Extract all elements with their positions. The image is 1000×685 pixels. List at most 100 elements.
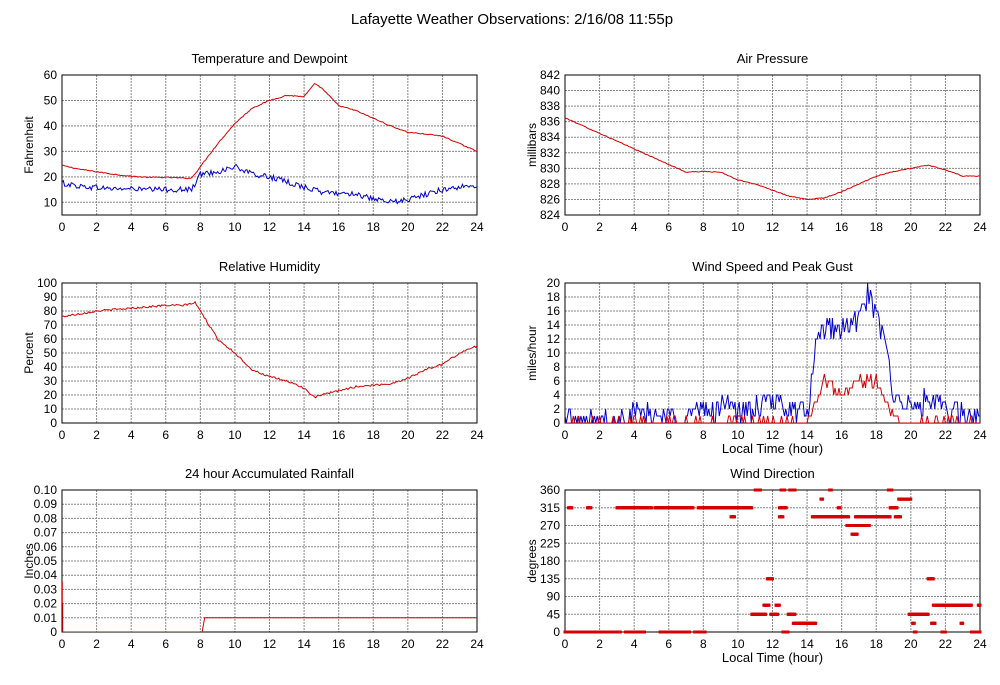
direction-point bbox=[793, 612, 797, 616]
direction-point bbox=[814, 621, 818, 625]
x-tick-label: 2 bbox=[596, 637, 603, 651]
x-tick-label: 24 bbox=[973, 637, 987, 651]
x-tick-label: 18 bbox=[367, 220, 381, 234]
x-tick-label: 4 bbox=[128, 637, 135, 651]
series-line-red bbox=[62, 300, 477, 399]
x-tick-label: 14 bbox=[297, 220, 311, 234]
y-tick-label: 80 bbox=[44, 304, 58, 318]
x-tick-label: 12 bbox=[263, 220, 277, 234]
x-tick-label: 24 bbox=[470, 637, 484, 651]
direction-point bbox=[793, 488, 797, 492]
direction-point bbox=[838, 506, 842, 510]
x-tick-label: 16 bbox=[835, 428, 849, 442]
x-tick-label: 0 bbox=[562, 637, 569, 651]
y-axis-label: miles/hour bbox=[525, 325, 539, 380]
direction-point bbox=[847, 515, 851, 519]
y-tick-label: 0.09 bbox=[34, 497, 58, 511]
chart-title: 24 hour Accumulated Rainfall bbox=[185, 466, 354, 481]
y-tick-label: 826 bbox=[540, 192, 560, 206]
x-tick-label: 12 bbox=[766, 637, 780, 651]
y-tick-label: 0 bbox=[50, 416, 57, 430]
x-tick-label: 8 bbox=[197, 428, 204, 442]
direction-point bbox=[855, 532, 859, 536]
chart-title: Temperature and Dewpoint bbox=[191, 51, 347, 66]
direction-point bbox=[931, 577, 935, 581]
y-tick-label: 50 bbox=[44, 93, 58, 107]
direction-point bbox=[829, 488, 833, 492]
y-tick-label: 40 bbox=[44, 119, 58, 133]
plot-frame bbox=[564, 282, 981, 424]
y-tick-label: 315 bbox=[540, 501, 560, 515]
x-tick-label: 8 bbox=[197, 220, 204, 234]
x-tick-label: 16 bbox=[835, 637, 849, 651]
series-line-red bbox=[62, 581, 477, 632]
y-tick-label: 100 bbox=[37, 276, 57, 290]
y-tick-label: 14 bbox=[547, 318, 561, 332]
x-tick-label: 14 bbox=[800, 428, 814, 442]
y-tick-label: 12 bbox=[547, 332, 561, 346]
direction-point bbox=[688, 630, 691, 634]
direction-point bbox=[781, 515, 785, 519]
x-tick-label: 2 bbox=[596, 428, 603, 442]
y-tick-label: 18 bbox=[547, 290, 561, 304]
y-tick-label: 0.10 bbox=[34, 483, 58, 497]
direction-point bbox=[703, 630, 707, 634]
y-tick-label: 8 bbox=[553, 360, 560, 374]
direction-point bbox=[783, 488, 787, 492]
x-tick-label: 10 bbox=[731, 220, 745, 234]
x-tick-label: 20 bbox=[904, 428, 918, 442]
x-tick-label: 18 bbox=[870, 637, 884, 651]
direction-point bbox=[758, 488, 762, 492]
x-tick-label: 4 bbox=[128, 220, 135, 234]
y-tick-label: 10 bbox=[44, 195, 58, 209]
y-tick-label: 50 bbox=[44, 346, 58, 360]
x-tick-label: 18 bbox=[367, 428, 381, 442]
x-tick-label: 6 bbox=[162, 637, 169, 651]
series-line-blue bbox=[62, 163, 477, 205]
direction-point bbox=[618, 630, 622, 634]
x-tick-label: 4 bbox=[128, 428, 135, 442]
direction-point bbox=[771, 577, 774, 581]
x-tick-label: 12 bbox=[766, 428, 780, 442]
direction-point bbox=[764, 612, 768, 616]
plot-frame bbox=[61, 74, 478, 216]
y-tick-label: 70 bbox=[44, 318, 58, 332]
direction-point bbox=[914, 630, 918, 634]
direction-point bbox=[933, 621, 937, 625]
y-tick-label: 836 bbox=[540, 115, 560, 129]
direction-point bbox=[570, 506, 574, 510]
y-tick-label: 0.01 bbox=[34, 611, 58, 625]
y-axis-label: Percent bbox=[22, 332, 36, 374]
x-tick-label: 16 bbox=[332, 428, 346, 442]
chart-title: Wind Direction bbox=[730, 466, 815, 481]
direction-point bbox=[926, 612, 930, 616]
direction-point bbox=[821, 497, 825, 501]
x-tick-label: 14 bbox=[800, 220, 814, 234]
x-tick-label: 20 bbox=[401, 428, 415, 442]
direction-point bbox=[691, 506, 695, 510]
x-tick-label: 2 bbox=[93, 637, 100, 651]
direction-point bbox=[776, 612, 780, 616]
direction-point bbox=[961, 621, 965, 625]
y-tick-label: 180 bbox=[540, 554, 560, 568]
x-tick-label: 12 bbox=[263, 428, 277, 442]
y-tick-label: 0.08 bbox=[34, 511, 58, 525]
y-tick-label: 20 bbox=[44, 388, 58, 402]
y-tick-label: 4 bbox=[553, 388, 560, 402]
y-tick-label: 45 bbox=[547, 607, 561, 621]
x-tick-label: 12 bbox=[263, 637, 277, 651]
plot-frame bbox=[564, 489, 981, 633]
x-tick-label: 16 bbox=[332, 637, 346, 651]
y-tick-label: 135 bbox=[540, 572, 560, 586]
plot-frame bbox=[61, 282, 478, 424]
direction-point bbox=[943, 630, 947, 634]
x-tick-label: 24 bbox=[973, 220, 987, 234]
direction-point bbox=[867, 524, 871, 527]
plot-frame bbox=[564, 74, 981, 216]
x-tick-label: 24 bbox=[470, 220, 484, 234]
y-tick-label: 0.03 bbox=[34, 582, 58, 596]
